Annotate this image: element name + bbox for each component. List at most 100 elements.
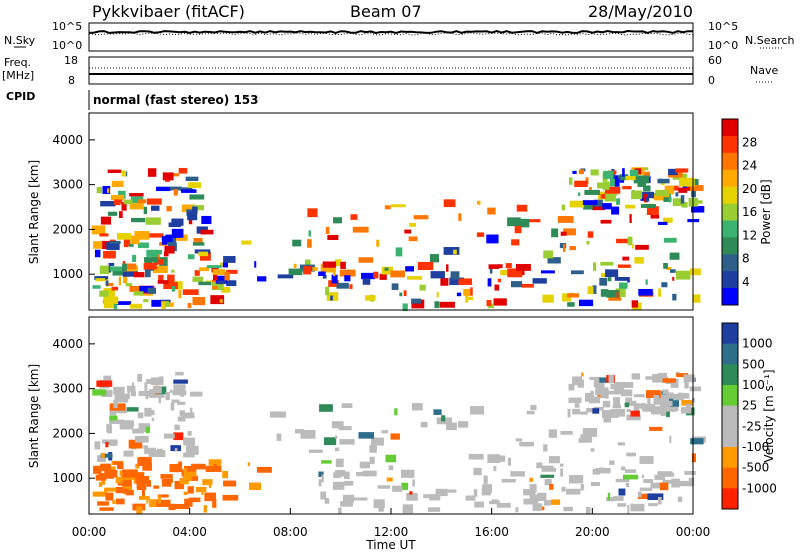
power-cell — [619, 174, 629, 181]
power-cell — [134, 231, 150, 240]
power-cell — [675, 270, 691, 280]
power-cell — [633, 175, 650, 184]
vel-cell — [99, 507, 114, 511]
power-cell — [589, 186, 592, 191]
power-cell — [618, 282, 628, 289]
power-cell — [180, 187, 192, 191]
power-cell — [129, 243, 134, 247]
vel-cell — [423, 494, 432, 499]
vel-cell — [473, 489, 478, 497]
power-cell — [543, 250, 554, 259]
vel-cell — [560, 430, 573, 435]
xtick-label-1: 04:00 — [172, 525, 207, 539]
vel-cell — [179, 410, 185, 416]
vel-cell — [594, 377, 597, 385]
vel-cell — [202, 479, 213, 486]
power-cell — [158, 249, 162, 255]
vel-cell — [94, 441, 101, 450]
power-cell — [640, 204, 657, 208]
vel-cell — [183, 437, 195, 446]
power-cell — [395, 247, 403, 257]
nsearch-tick-top: 10^5 — [708, 20, 738, 33]
vel-cell — [690, 438, 704, 445]
nave-tick-bottom: 0 — [708, 74, 715, 87]
power-cell — [220, 262, 224, 267]
vel-cell — [568, 397, 582, 404]
vel-cell — [143, 445, 149, 449]
vel-cell — [191, 441, 195, 449]
vel-cell — [142, 462, 152, 471]
vel-cell — [601, 410, 617, 418]
power-cell — [540, 270, 555, 274]
vel-cell — [654, 376, 668, 383]
vel-cell — [613, 496, 624, 501]
vel-cell — [604, 390, 617, 395]
vel-cell — [501, 478, 516, 483]
vel-cell — [187, 445, 196, 450]
power-cell — [320, 263, 336, 273]
power-cell — [173, 281, 183, 290]
power-cell — [138, 199, 147, 204]
vel-cell — [92, 491, 107, 497]
vel-cell — [135, 463, 140, 469]
power-cell — [463, 288, 472, 296]
freq-tick-bottom: 8 — [68, 74, 75, 87]
power-cell — [222, 262, 228, 268]
vel-cell — [474, 501, 485, 508]
power-cell — [657, 178, 670, 184]
vel-cell — [630, 503, 634, 507]
vel-cell — [187, 486, 194, 494]
power-cell — [614, 178, 620, 187]
vel-cell — [173, 384, 186, 391]
power-cell — [602, 203, 612, 210]
vel-cell — [180, 412, 195, 419]
power-cell — [165, 234, 173, 242]
power-cell — [107, 169, 122, 173]
power-cell — [164, 301, 170, 307]
vel-cell — [144, 447, 157, 454]
vel-cell — [662, 389, 669, 395]
power-cell — [171, 269, 175, 273]
vel-cell — [600, 393, 609, 398]
power-cell — [689, 268, 701, 276]
power-cell — [157, 280, 169, 284]
vel-cell — [627, 504, 630, 514]
power-cell — [277, 274, 294, 279]
vel-cell — [175, 371, 184, 376]
vel-cell — [530, 404, 537, 411]
power-cell — [118, 276, 122, 286]
vel-cell — [642, 404, 656, 412]
vel-cell — [601, 387, 609, 395]
velocity-y-label: Slant Range [km] — [27, 364, 41, 468]
power-cell — [166, 302, 174, 307]
power-cell — [670, 269, 676, 273]
power-cell — [175, 234, 188, 241]
vel-cell — [144, 382, 148, 391]
power-cell — [312, 267, 318, 271]
power-cell — [578, 169, 584, 175]
freq-label: Freq. — [4, 56, 31, 69]
power-colorbar-swatch-4 — [722, 186, 738, 205]
vel-cell — [141, 488, 145, 498]
vel-cell — [669, 435, 672, 444]
power-cell — [118, 211, 123, 219]
power-cell — [384, 267, 389, 271]
vel-cell — [671, 478, 680, 488]
vel-cell — [684, 382, 689, 389]
vel-cell — [370, 437, 384, 446]
power-cell — [646, 197, 650, 202]
power-ytick-label-3: 4000 — [52, 133, 83, 147]
power-cell — [547, 257, 561, 264]
vel-cell — [222, 470, 229, 479]
vel-cell — [372, 443, 378, 450]
power-cell — [361, 272, 376, 280]
vel-cell — [608, 374, 614, 384]
vel-cell — [510, 471, 525, 477]
power-cell — [497, 264, 503, 269]
vel-cell — [208, 482, 212, 489]
power-cell — [635, 244, 649, 250]
vel-cell — [548, 456, 560, 464]
vel-cell — [333, 472, 341, 479]
vel-cell — [213, 463, 217, 468]
